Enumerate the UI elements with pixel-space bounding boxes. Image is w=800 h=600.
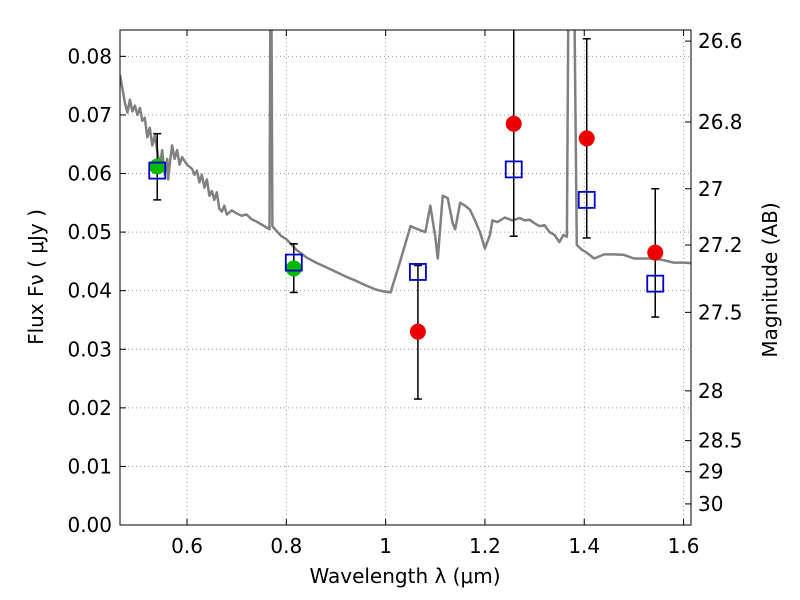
observed-point <box>647 244 664 261</box>
x-tick-label: 1 <box>379 534 392 558</box>
model-photometry-square <box>148 161 167 180</box>
x-axis-label: Wavelength λ (μm) <box>309 564 500 588</box>
magnitude-tick-label: 27.5 <box>698 300 743 324</box>
x-tick-label: 0.8 <box>270 534 302 558</box>
model-photometry-square <box>577 190 596 209</box>
plot-area <box>120 30 691 400</box>
x-tick-label: 1.4 <box>568 534 600 558</box>
y-axis-label-right: Magnitude (AB) <box>758 202 782 357</box>
magnitude-tick-label: 29 <box>698 460 723 484</box>
observed-point <box>285 260 302 277</box>
observed-point <box>505 115 522 132</box>
observed-point <box>149 158 166 175</box>
model-photometry-square <box>504 160 523 179</box>
y-tick-label: 0.04 <box>67 279 112 303</box>
x-tick-label: 1.6 <box>668 534 700 558</box>
observed-point <box>578 130 595 147</box>
magnitude-tick-label: 27.2 <box>698 233 743 257</box>
magnitude-tick-label: 26.8 <box>698 110 743 134</box>
x-tick-label: 1.2 <box>469 534 501 558</box>
y-tick-label: 0.03 <box>67 337 112 361</box>
model-spectrum-line <box>120 30 691 294</box>
model-photometry-square <box>646 274 665 293</box>
axes: 0.6 0.8 1 1.2 1.4 1.6 0.00 0.01 0.02 0.03 0.04 0.05… <box>67 29 742 558</box>
y-tick-label: 0.02 <box>67 396 112 420</box>
model-photometry-square <box>284 253 303 272</box>
y-tick-label: 0.08 <box>67 44 112 68</box>
y-tick-label: 0.06 <box>67 162 112 186</box>
magnitude-tick-label: 30 <box>698 492 723 516</box>
grid <box>120 30 691 525</box>
x-tick-label: 0.6 <box>171 534 203 558</box>
magnitude-tick-label: 28 <box>698 379 723 403</box>
y-axis-label-left: Flux Fν ( μJy ) <box>24 209 48 345</box>
y-tick-label: 0.00 <box>67 513 112 537</box>
y-tick-label: 0.05 <box>67 220 112 244</box>
magnitude-tick-label: 28.5 <box>698 429 743 453</box>
y-tick-label: 0.07 <box>67 103 112 127</box>
model-photometry-square <box>409 263 427 281</box>
observed-point <box>409 323 426 340</box>
y-tick-label: 0.01 <box>67 454 112 478</box>
magnitude-tick-label: 26.6 <box>698 29 743 53</box>
magnitude-tick-label: 27 <box>698 177 723 201</box>
plot-frame <box>119 29 692 526</box>
